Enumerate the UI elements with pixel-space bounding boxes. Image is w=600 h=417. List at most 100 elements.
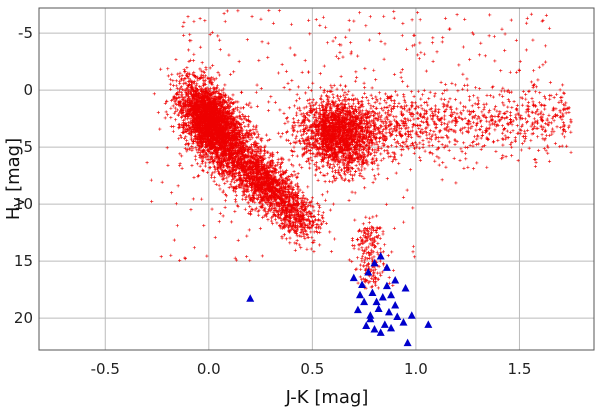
field-star-point xyxy=(185,149,189,153)
field-star-point xyxy=(266,218,270,222)
field-star-point xyxy=(241,106,246,110)
field-star-point xyxy=(214,182,218,187)
field-star-point xyxy=(287,175,291,179)
field-star-point xyxy=(190,163,194,168)
field-star-point xyxy=(209,86,213,90)
field-star-point xyxy=(218,187,222,191)
field-star-point xyxy=(177,122,181,127)
field-star-point xyxy=(189,138,194,142)
field-star-point xyxy=(193,154,198,158)
field-star-point xyxy=(245,129,249,133)
field-star-point xyxy=(276,157,280,161)
field-star-point xyxy=(261,215,265,220)
field-star-point xyxy=(201,84,205,88)
field-star-point xyxy=(187,141,191,145)
field-star-point xyxy=(185,138,189,143)
field-star-point xyxy=(248,101,252,105)
field-star-point xyxy=(232,180,237,184)
field-star-point xyxy=(175,84,179,88)
field-star-point xyxy=(171,104,175,108)
field-star-point xyxy=(230,173,234,178)
field-star-point xyxy=(173,118,178,122)
field-star-point xyxy=(217,88,221,92)
field-star-point xyxy=(164,99,169,103)
field-star-point xyxy=(191,141,195,146)
field-star-point xyxy=(185,66,189,70)
field-star-point xyxy=(323,198,328,202)
field-star-point xyxy=(257,213,261,217)
field-star-point xyxy=(278,166,282,170)
field-star-point xyxy=(280,221,285,225)
field-star-point xyxy=(301,194,305,198)
field-star-point xyxy=(297,243,302,247)
field-star-point xyxy=(183,70,187,74)
field-star-point xyxy=(198,164,202,168)
field-star-point xyxy=(214,76,218,81)
field-star-point xyxy=(238,110,242,114)
field-star-point xyxy=(183,117,187,121)
field-star-point xyxy=(194,87,198,91)
field-star-point xyxy=(179,91,183,95)
field-star-point xyxy=(250,208,255,212)
field-star-point xyxy=(180,88,184,92)
field-star-point xyxy=(231,93,235,97)
field-star-point xyxy=(194,145,198,150)
field-star-point xyxy=(240,117,244,122)
field-star-point xyxy=(295,242,299,246)
field-star-point xyxy=(200,61,204,65)
field-star-point xyxy=(212,175,217,179)
field-star-point xyxy=(189,133,193,137)
field-star-point xyxy=(193,134,197,139)
field-star-point xyxy=(225,179,229,183)
field-star-point xyxy=(204,65,208,70)
field-star-point xyxy=(171,129,175,133)
field-star-point xyxy=(175,86,179,91)
field-star-point xyxy=(175,108,179,112)
field-star-point xyxy=(236,100,240,104)
field-star-point xyxy=(192,52,196,56)
field-star-point xyxy=(275,163,280,167)
field-star-point xyxy=(168,82,173,86)
field-star-point xyxy=(186,120,191,125)
field-star-point xyxy=(241,197,245,201)
field-star-point xyxy=(190,144,194,148)
field-star-point xyxy=(173,106,177,110)
field-star-point xyxy=(239,106,243,110)
grid-lines xyxy=(39,8,594,350)
field-star-point xyxy=(276,160,280,165)
field-star-point xyxy=(177,90,181,94)
field-star-point xyxy=(172,125,176,129)
field-star-point xyxy=(181,119,185,123)
field-star-point xyxy=(284,237,288,241)
field-star-point xyxy=(246,115,250,119)
field-star-point xyxy=(178,71,182,75)
field-star-point xyxy=(195,162,200,166)
field-star-point xyxy=(166,67,170,71)
field-star-point xyxy=(171,79,175,83)
field-star-point xyxy=(171,83,176,88)
field-star-point xyxy=(169,106,173,110)
field-star-point xyxy=(165,113,170,117)
field-star-point xyxy=(317,209,321,213)
field-star-point xyxy=(174,109,178,114)
field-star-point xyxy=(158,127,162,131)
field-star-point xyxy=(182,136,187,141)
field-star-point xyxy=(198,45,203,49)
field-star-point xyxy=(199,69,203,73)
field-star-point xyxy=(176,72,180,76)
field-star-point xyxy=(187,76,191,80)
field-star-point xyxy=(174,79,178,83)
field-star-point xyxy=(170,72,174,76)
field-stars-series xyxy=(145,8,573,290)
field-star-point xyxy=(156,110,160,115)
field-star-point xyxy=(240,90,244,95)
field-star-point xyxy=(243,124,247,129)
field-star-point xyxy=(174,57,178,62)
field-star-point xyxy=(204,161,208,165)
field-star-point xyxy=(169,116,173,120)
field-star-point xyxy=(186,123,191,128)
field-star-point xyxy=(178,162,182,166)
field-star-point xyxy=(244,197,248,202)
field-star-point xyxy=(212,179,216,183)
